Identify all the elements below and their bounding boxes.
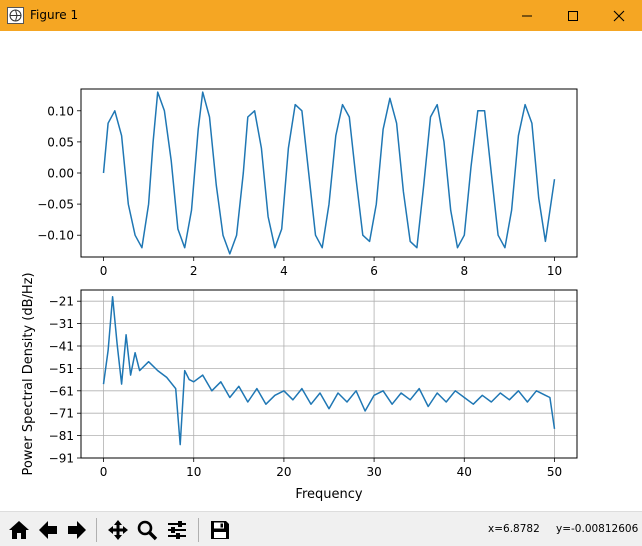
magnifier-icon (137, 520, 158, 541)
configure-subplots-button[interactable] (164, 517, 190, 543)
top-axes-frame (80, 88, 578, 258)
y-tick-label: −21 (49, 295, 74, 309)
figure-svg[interactable]: 0 2 4 6 8 10 0.10 0.05 0.00 −0.05 −0.10 0 10 20 30 40 5… (0, 31, 642, 511)
bottom-axes-grid (81, 290, 577, 459)
home-icon (9, 521, 29, 539)
x-tick-label: 10 (186, 465, 201, 479)
y-tick-label: −81 (49, 429, 74, 443)
y-tick-label: −0.10 (37, 229, 74, 243)
top-axes-lines (102, 91, 556, 255)
toolbar-separator (96, 518, 97, 542)
series-line (102, 295, 556, 446)
move-icon (108, 520, 128, 540)
x-tick-label: 10 (547, 264, 562, 278)
top-axes-ticks: 0 2 4 6 8 10 0.10 0.05 0.00 −0.05 −0.10 (37, 104, 562, 278)
maximize-button[interactable] (550, 0, 596, 31)
bottom-axes-ticks: 0 10 20 30 40 50 −21 −31 −41 −51 −61 −71 −81 −91 (49, 295, 562, 479)
x-tick-label: 30 (366, 465, 381, 479)
minimize-icon (522, 15, 532, 16)
zoom-button[interactable] (134, 517, 160, 543)
sliders-icon (168, 521, 186, 539)
bottom-axes-lines (102, 295, 556, 446)
arrow-right-icon (68, 521, 86, 539)
close-icon (613, 10, 625, 21)
y-axis-label: Power Spectral Density (dB/Hz) (21, 272, 36, 475)
x-tick-label: 6 (370, 264, 378, 278)
maximize-icon (568, 10, 578, 21)
cursor-y-readout: y=-0.00812606 (556, 523, 639, 535)
matplotlib-figure-icon (7, 7, 24, 24)
y-tick-label: 0.00 (47, 167, 74, 181)
x-tick-label: 20 (276, 465, 291, 479)
figure-canvas[interactable]: 0 2 4 6 8 10 0.10 0.05 0.00 −0.05 −0.10 0 10 20 30 40 5… (0, 31, 642, 511)
x-tick-label: 0 (100, 264, 108, 278)
top-axes[interactable]: 0 2 4 6 8 10 0.10 0.05 0.00 −0.05 −0.10 (37, 88, 578, 278)
y-tick-label: −0.05 (37, 198, 74, 212)
y-tick-label: −91 (49, 452, 74, 466)
y-tick-label: −51 (49, 362, 74, 376)
arrow-left-icon (39, 521, 57, 539)
bottom-axes[interactable]: 0 10 20 30 40 50 −21 −31 −41 −51 −61 −71 −81 −91 Freq… (21, 272, 578, 502)
forward-button[interactable] (64, 517, 90, 543)
close-button[interactable] (596, 0, 642, 31)
navigation-toolbar: x=6.8782 y=-0.00812606 (0, 511, 642, 546)
x-tick-label: 2 (190, 264, 198, 278)
minimize-button[interactable] (504, 0, 550, 31)
y-tick-label: −31 (49, 317, 74, 331)
y-tick-label: −61 (49, 384, 74, 398)
window-title: Figure 1 (30, 8, 79, 22)
cursor-x-readout: x=6.8782 (488, 523, 540, 535)
x-tick-label: 4 (280, 264, 288, 278)
x-tick-label: 0 (100, 465, 108, 479)
y-tick-label: 0.05 (47, 135, 74, 149)
bottom-axes-frame (80, 289, 578, 459)
x-axis-label: Frequency (295, 487, 362, 502)
y-tick-label: 0.10 (47, 104, 74, 118)
x-tick-label: 50 (547, 465, 562, 479)
pan-button[interactable] (105, 517, 131, 543)
y-tick-label: −71 (49, 407, 74, 421)
window-titlebar: Figure 1 (0, 0, 642, 31)
y-tick-label: −41 (49, 340, 74, 354)
home-button[interactable] (6, 517, 32, 543)
series-line (102, 91, 556, 255)
floppy-disk-icon (211, 521, 229, 539)
x-tick-label: 40 (457, 465, 472, 479)
save-button[interactable] (207, 517, 233, 543)
x-tick-label: 8 (460, 264, 468, 278)
toolbar-separator (198, 518, 199, 542)
back-button[interactable] (35, 517, 61, 543)
